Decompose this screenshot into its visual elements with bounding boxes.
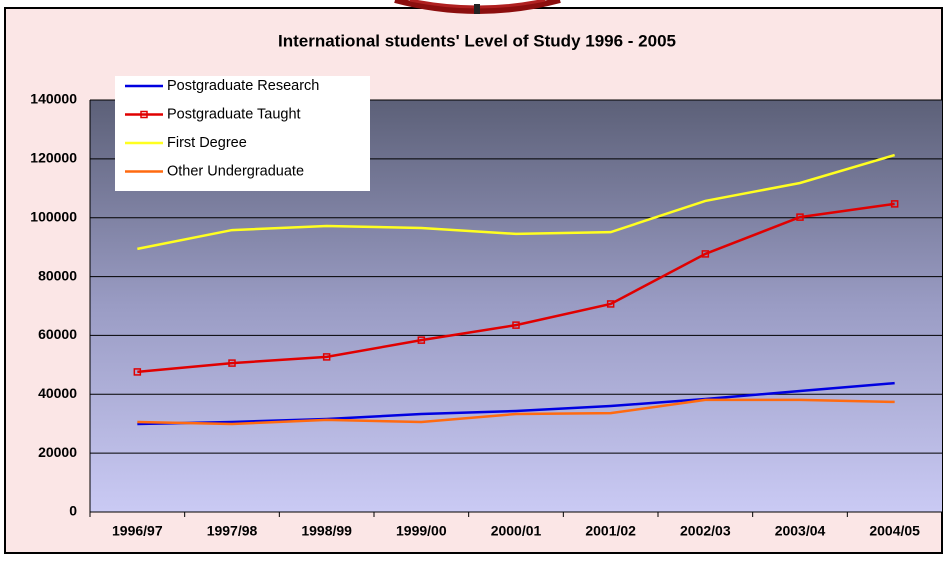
point-marker: [512, 321, 520, 329]
series-line: [137, 398, 895, 426]
point-marker: [417, 336, 426, 344]
point-marker: [228, 359, 236, 367]
legend-label: Postgraduate Research: [167, 78, 319, 94]
x-tick-label: 2003/04: [775, 523, 826, 539]
y-tick-label: 80000: [38, 267, 77, 283]
legend-label: First Degree: [167, 135, 247, 151]
series-line: [137, 153, 896, 251]
point-marker: [796, 213, 804, 221]
point-marker: [890, 200, 899, 208]
x-tick-label: 2001/02: [585, 523, 636, 539]
point-marker: [701, 250, 710, 258]
point-marker: [322, 353, 331, 361]
point-marker: [133, 368, 142, 376]
series-line: [137, 202, 895, 374]
y-tick-label: 20000: [38, 444, 77, 460]
x-tick-label: 1998/99: [301, 523, 352, 539]
y-tick-label: 100000: [30, 208, 77, 224]
chart-title: International students' Level of Study 1…: [278, 31, 676, 50]
legend-label: Other Undergraduate: [167, 163, 304, 179]
x-tick-label: 2002/03: [680, 523, 731, 539]
y-tick-label: 140000: [30, 91, 77, 107]
x-tick-label: 1996/97: [112, 523, 163, 539]
point-marker: [606, 300, 615, 308]
legend-marker: [140, 110, 148, 119]
y-tick-label: 0: [69, 503, 77, 519]
x-tick-label: 2000/01: [491, 523, 542, 539]
legend-label: Postgraduate Taught: [167, 106, 301, 122]
x-tick-label: 2004/05: [869, 523, 920, 539]
y-tick-label: 60000: [38, 326, 77, 342]
x-tick-label: 1997/98: [207, 523, 258, 539]
y-tick-label: 40000: [38, 385, 77, 401]
decoration: [394, 0, 561, 14]
series-line: [137, 381, 895, 426]
y-tick-label: 120000: [30, 150, 77, 166]
x-tick-label: 1999/00: [396, 523, 447, 539]
